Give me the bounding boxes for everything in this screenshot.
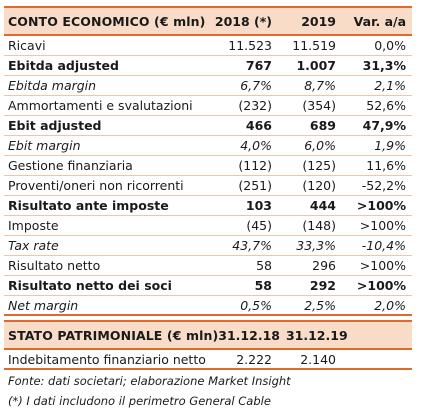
value-2018: 767 bbox=[245, 58, 272, 73]
table-row: Risultato netto dei soci 58 292 >100% bbox=[4, 276, 412, 296]
value-variation: -52,2% bbox=[361, 178, 406, 193]
table-row: Risultato netto 58 296 >100% bbox=[4, 256, 412, 276]
table-row: Risultato ante imposte 103 444 >100% bbox=[4, 196, 412, 216]
value-2019: (120) bbox=[302, 178, 336, 193]
row-label: Ebitda adjusted bbox=[8, 58, 119, 73]
value-2019: 1.007 bbox=[296, 58, 336, 73]
value-2018: 58 bbox=[254, 278, 272, 293]
value-variation: >100% bbox=[359, 218, 406, 233]
row-label: Risultato ante imposte bbox=[8, 198, 169, 213]
value-2019: 296 bbox=[312, 258, 336, 273]
value-2018: 43,7% bbox=[232, 238, 272, 253]
value-2018: 6,7% bbox=[240, 78, 272, 93]
value-2018: 58 bbox=[256, 258, 272, 273]
value-variation: 0,0% bbox=[374, 38, 406, 53]
value-variation: -10,4% bbox=[361, 238, 406, 253]
row-label: Risultato netto dei soci bbox=[8, 278, 172, 293]
table-row: Ammortamenti e svalutazioni (232) (354) 52,… bbox=[4, 96, 412, 116]
value-variation: 2,0% bbox=[374, 297, 406, 313]
row-label: Ricavi bbox=[8, 38, 46, 53]
bs-header-2019: 31.12.19 bbox=[285, 327, 348, 343]
table-row: Net margin 0,5% 2,5% 2,0% bbox=[4, 296, 412, 316]
value-2018: (232) bbox=[238, 98, 272, 113]
table-row: Ebitda adjusted 767 1.007 31,3% bbox=[4, 56, 412, 76]
value-2019: (125) bbox=[302, 158, 336, 173]
value-2018: 4,0% bbox=[240, 138, 272, 153]
row-label: Risultato netto bbox=[8, 258, 101, 273]
value-variation: 2,1% bbox=[374, 78, 406, 93]
row-label: Ebit margin bbox=[8, 138, 81, 153]
value-variation: >100% bbox=[356, 278, 406, 293]
footnote: (*) I dati includono il perimetro Genera… bbox=[8, 394, 271, 408]
header-label: CONTO ECONOMICO (€ mln) bbox=[8, 13, 206, 29]
bs-header-label: STATO PATRIMONIALE (€ mln) bbox=[8, 327, 219, 343]
value-2018: 0,5% bbox=[240, 297, 272, 313]
row-label: Gestione finanziaria bbox=[8, 158, 133, 173]
table-row: Tax rate 43,7% 33,3% -10,4% bbox=[4, 236, 412, 256]
value-2019: 689 bbox=[309, 118, 336, 133]
balance-sheet-table: STATO PATRIMONIALE (€ mln) 31.12.18 31.1… bbox=[4, 320, 412, 370]
value-2019: (148) bbox=[302, 218, 336, 233]
row-label: Imposte bbox=[8, 218, 59, 233]
income-statement-header: CONTO ECONOMICO (€ mln) 2018 (*) 2019 Va… bbox=[4, 6, 412, 36]
value-2019: 2,5% bbox=[304, 297, 336, 313]
bs-header-2018: 31.12.18 bbox=[218, 327, 280, 343]
table-row: Ebit adjusted 466 689 47,9% bbox=[4, 116, 412, 136]
balance-sheet-body: Indebitamento finanziario netto 2.222 2.14… bbox=[4, 350, 412, 370]
value-2018: (251) bbox=[238, 178, 272, 193]
row-label: Ebit adjusted bbox=[8, 118, 102, 133]
value-variation: >100% bbox=[356, 198, 406, 213]
row-label: Indebitamento finanziario netto bbox=[8, 351, 206, 367]
table-row: Imposte (45) (148) >100% bbox=[4, 216, 412, 236]
header-2019: 2019 bbox=[301, 13, 336, 29]
table-row: Indebitamento finanziario netto 2.222 2.14… bbox=[4, 350, 412, 370]
value-2018: 103 bbox=[245, 198, 272, 213]
balance-sheet-header: STATO PATRIMONIALE (€ mln) 31.12.18 31.1… bbox=[4, 320, 412, 350]
header-variation: Var. a/a bbox=[353, 13, 406, 29]
value-2019: 8,7% bbox=[304, 78, 336, 93]
value-variation: 47,9% bbox=[362, 118, 406, 133]
value-2019: 6,0% bbox=[304, 138, 336, 153]
value-2019: (354) bbox=[302, 98, 336, 113]
value-variation: 1,9% bbox=[374, 138, 406, 153]
value-2018: (112) bbox=[238, 158, 272, 173]
row-label: Net margin bbox=[8, 297, 79, 313]
table-row: Proventi/oneri non ricorrenti (251) (120) -… bbox=[4, 176, 412, 196]
row-label: Tax rate bbox=[8, 238, 59, 253]
value-2019: 2.140 bbox=[300, 351, 336, 367]
value-2018: 2.222 bbox=[236, 351, 272, 367]
value-2019: 33,3% bbox=[296, 238, 336, 253]
table-row: Ricavi 11.523 11.519 0,0% bbox=[4, 36, 412, 56]
value-2019: 292 bbox=[309, 278, 336, 293]
value-variation: 11,6% bbox=[366, 158, 406, 173]
value-2018: (45) bbox=[246, 218, 272, 233]
value-2018: 11.523 bbox=[228, 38, 272, 53]
value-2018: 466 bbox=[245, 118, 272, 133]
row-label: Ebitda margin bbox=[8, 78, 97, 93]
income-statement-table: CONTO ECONOMICO (€ mln) 2018 (*) 2019 Va… bbox=[4, 6, 412, 316]
header-2018: 2018 (*) bbox=[214, 13, 272, 29]
row-label: Ammortamenti e svalutazioni bbox=[8, 98, 193, 113]
source-note: Fonte: dati societari; elaborazione Mark… bbox=[8, 374, 291, 388]
income-statement-body: Ricavi 11.523 11.519 0,0% Ebitda adjusted 767… bbox=[4, 36, 412, 316]
value-variation: 31,3% bbox=[362, 58, 406, 73]
value-2019: 11.519 bbox=[292, 38, 336, 53]
value-variation: >100% bbox=[359, 258, 406, 273]
row-label: Proventi/oneri non ricorrenti bbox=[8, 178, 184, 193]
value-variation: 52,6% bbox=[366, 98, 406, 113]
table-row: Gestione finanziaria (112) (125) 11,6% bbox=[4, 156, 412, 176]
value-2019: 444 bbox=[309, 198, 336, 213]
table-row: Ebit margin 4,0% 6,0% 1,9% bbox=[4, 136, 412, 156]
table-row: Ebitda margin 6,7% 8,7% 2,1% bbox=[4, 76, 412, 96]
